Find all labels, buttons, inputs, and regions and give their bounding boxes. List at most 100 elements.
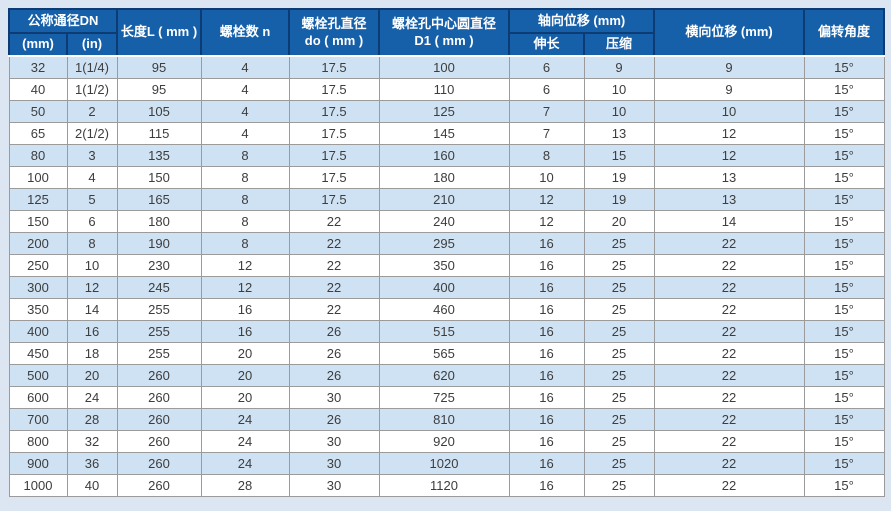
table-row: 600 24 260 20 30 725 16 25 22 15° — [8, 386, 885, 409]
table-cell: 30 — [288, 474, 380, 497]
table-cell: 9 — [653, 55, 805, 79]
table-cell: 15° — [803, 276, 885, 299]
table-cell: 15° — [803, 122, 885, 145]
table-row: 200 8 190 8 22 295 16 25 22 15° — [8, 232, 885, 255]
table-cell: 17.5 — [288, 188, 380, 211]
table-row: 700 28 260 24 26 810 16 25 22 15° — [8, 408, 885, 431]
header-bolt-circle-diameter: 螺栓孔中心圆直径 D1 ( mm ) — [378, 8, 510, 57]
table-cell: 350 — [378, 254, 510, 277]
table-cell: 16 — [200, 320, 290, 343]
table-cell: 26 — [288, 408, 380, 431]
table-cell: 4 — [200, 100, 290, 123]
table-cell: 12 — [200, 254, 290, 277]
table-cell: 7 — [508, 122, 585, 145]
table-cell: 15° — [803, 474, 885, 497]
header-lateral-displacement: 横向位移 (mm) — [653, 8, 806, 57]
table-cell: 22 — [653, 386, 805, 409]
table-cell: 22 — [653, 452, 805, 475]
table-cell: 25 — [583, 298, 655, 321]
table-cell: 8 — [508, 144, 585, 167]
table-cell: 105 — [116, 100, 202, 123]
table-cell: 20 — [583, 210, 655, 233]
table-cell: 16 — [508, 276, 585, 299]
table-cell: 20 — [200, 342, 290, 365]
table-cell: 255 — [116, 298, 202, 321]
table-cell: 25 — [583, 452, 655, 475]
table-cell: 19 — [583, 166, 655, 189]
table-cell: 14 — [66, 298, 118, 321]
header-bolt-count: 螺栓数 n — [200, 8, 290, 57]
table-row: 350 14 255 16 22 460 16 25 22 15° — [8, 298, 885, 321]
table-cell: 15° — [803, 78, 885, 101]
table-cell: 32 — [66, 430, 118, 453]
table-cell: 24 — [200, 408, 290, 431]
table-cell: 16 — [508, 320, 585, 343]
table-row: 40 1(1/2) 95 4 17.5 110 6 10 9 15° — [8, 78, 885, 101]
table-cell: 16 — [508, 408, 585, 431]
table-cell: 50 — [8, 100, 68, 123]
table-cell: 135 — [116, 144, 202, 167]
table-cell: 515 — [378, 320, 510, 343]
table-cell: 22 — [653, 232, 805, 255]
table-cell: 15° — [803, 364, 885, 387]
table-cell: 12 — [653, 144, 805, 167]
table-cell: 125 — [8, 188, 68, 211]
table-cell: 8 — [200, 188, 290, 211]
table-cell: 16 — [508, 386, 585, 409]
table-cell: 15° — [803, 298, 885, 321]
table-cell: 22 — [288, 210, 380, 233]
table-cell: 8 — [200, 166, 290, 189]
table-row: 32 1(1/4) 95 4 17.5 100 6 9 9 15° — [8, 55, 885, 79]
table-cell: 1000 — [8, 474, 68, 497]
table-cell: 260 — [116, 364, 202, 387]
table-cell: 400 — [8, 320, 68, 343]
table-cell: 22 — [288, 254, 380, 277]
table-cell: 245 — [116, 276, 202, 299]
table-cell: 24 — [66, 386, 118, 409]
table-cell: 16 — [508, 342, 585, 365]
table-cell: 15° — [803, 320, 885, 343]
table-cell: 10 — [653, 100, 805, 123]
table-cell: 17.5 — [288, 100, 380, 123]
table-cell: 100 — [378, 55, 510, 79]
table-cell: 15° — [803, 430, 885, 453]
table-cell: 4 — [200, 78, 290, 101]
table-row: 450 18 255 20 26 565 16 25 22 15° — [8, 342, 885, 365]
table-cell: 260 — [116, 474, 202, 497]
table-cell: 4 — [200, 55, 290, 79]
table-row: 80 3 135 8 17.5 160 8 15 12 15° — [8, 144, 885, 167]
table-cell: 145 — [378, 122, 510, 145]
table-cell: 16 — [508, 452, 585, 475]
table-cell: 160 — [378, 144, 510, 167]
table-cell: 22 — [653, 342, 805, 365]
table-cell: 2 — [66, 100, 118, 123]
table-cell: 15° — [803, 254, 885, 277]
table-cell: 15° — [803, 210, 885, 233]
table-cell: 2(1/2) — [66, 122, 118, 145]
spec-table-body: 32 1(1/4) 95 4 17.5 100 6 9 9 15° 40 1(1/2) 95 4 17.5 1… — [8, 55, 885, 497]
table-cell: 25 — [583, 430, 655, 453]
table-cell: 15° — [803, 342, 885, 365]
table-cell: 12 — [653, 122, 805, 145]
table-cell: 920 — [378, 430, 510, 453]
table-cell: 255 — [116, 342, 202, 365]
table-cell: 125 — [378, 100, 510, 123]
table-cell: 36 — [66, 452, 118, 475]
table-cell: 15° — [803, 408, 885, 431]
table-row: 65 2(1/2) 115 4 17.5 145 7 13 12 15° — [8, 122, 885, 145]
table-cell: 17.5 — [288, 55, 380, 79]
table-row: 125 5 165 8 17.5 210 12 19 13 15° — [8, 188, 885, 211]
table-cell: 10 — [66, 254, 118, 277]
table-cell: 25 — [583, 254, 655, 277]
table-cell: 12 — [508, 210, 585, 233]
header-dn-in: (in) — [66, 32, 118, 57]
table-cell: 10 — [583, 100, 655, 123]
table-cell: 12 — [66, 276, 118, 299]
table-cell: 6 — [508, 55, 585, 79]
table-cell: 15° — [803, 452, 885, 475]
table-cell: 5 — [66, 188, 118, 211]
table-cell: 26 — [288, 320, 380, 343]
table-cell: 17.5 — [288, 166, 380, 189]
table-cell: 4 — [200, 122, 290, 145]
table-cell: 25 — [583, 232, 655, 255]
